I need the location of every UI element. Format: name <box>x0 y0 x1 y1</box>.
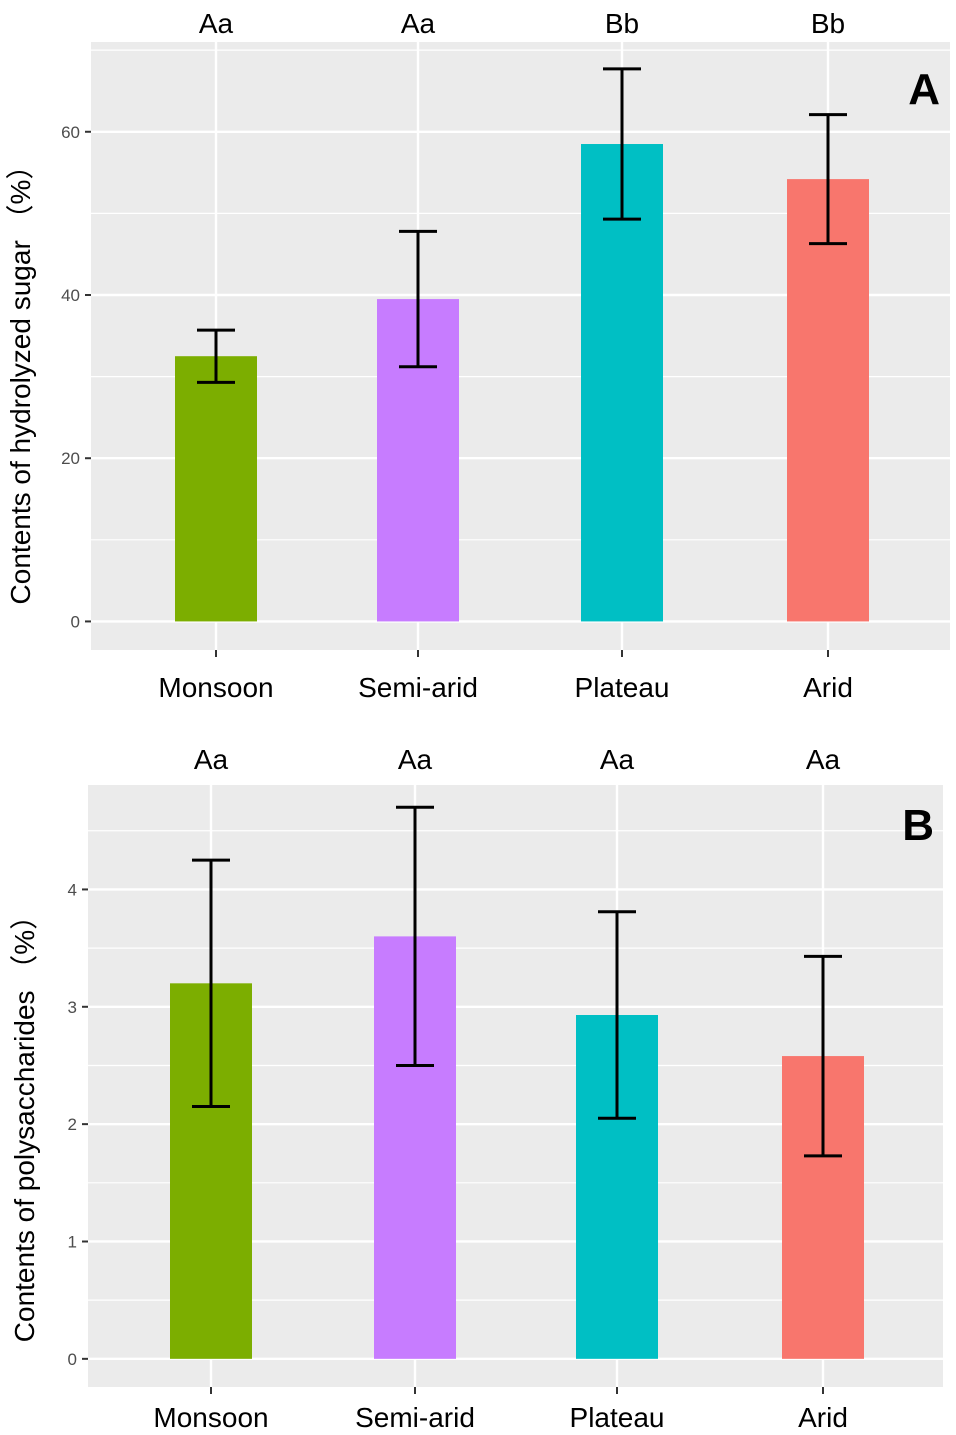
y-tick-label: 40 <box>61 286 80 305</box>
x-tick-label-arid: Arid <box>803 672 853 703</box>
bar-monsoon <box>175 356 257 622</box>
y-tick-label: 0 <box>68 1350 77 1369</box>
significance-label: Aa <box>194 744 229 775</box>
x-tick-label-arid: Arid <box>798 1402 848 1433</box>
y-axis-title: Contents of polysaccharides （%） <box>9 902 40 1342</box>
panel-b: 0 1 2 3 4 Monsoon Aa Semi-arid Aa Plateau Aa Arid Aa… <box>9 744 943 1433</box>
significance-label: Bb <box>605 8 639 39</box>
y-tick-label: 1 <box>68 1232 77 1251</box>
y-axis-title: Contents of hydrolyzed sugar （%） <box>5 152 36 605</box>
y-tick-label: 60 <box>61 123 80 142</box>
bar-plateau <box>581 144 663 622</box>
x-tick-label-plateau: Plateau <box>570 1402 665 1433</box>
x-tick-label-semi-arid: Semi-arid <box>355 1402 475 1433</box>
significance-label: Bb <box>811 8 845 39</box>
y-tick-label: 4 <box>68 880 77 899</box>
x-tick-label-monsoon: Monsoon <box>158 672 273 703</box>
significance-label: Aa <box>401 8 436 39</box>
error-bar-plateau <box>598 910 636 1120</box>
significance-label: Aa <box>806 744 841 775</box>
panel-letter: B <box>902 801 934 850</box>
y-tick-label: 20 <box>61 449 80 468</box>
error-bar-semi-arid <box>396 805 434 1067</box>
x-tick-label-monsoon: Monsoon <box>153 1402 268 1433</box>
error-bar-arid <box>804 954 842 1158</box>
error-bar-plateau <box>603 67 641 221</box>
bar-arid <box>787 179 869 622</box>
x-tick-label-plateau: Plateau <box>575 672 670 703</box>
panel-a: 0 20 40 60 Monsoon Aa Semi-arid Aa Plateau Bb Arid… <box>5 8 950 703</box>
significance-label: Aa <box>600 744 635 775</box>
significance-label: Aa <box>199 8 234 39</box>
x-tick-label-semi-arid: Semi-arid <box>358 672 478 703</box>
error-bar-monsoon <box>197 328 235 384</box>
panel-letter: A <box>908 65 940 114</box>
error-bar-arid <box>809 113 847 246</box>
y-tick-label: 2 <box>68 1115 77 1134</box>
error-bar-monsoon <box>192 858 230 1109</box>
y-tick-label: 3 <box>68 998 77 1017</box>
error-bar-semi-arid <box>399 229 437 369</box>
significance-label: Aa <box>398 744 433 775</box>
y-tick-label: 0 <box>71 612 80 631</box>
